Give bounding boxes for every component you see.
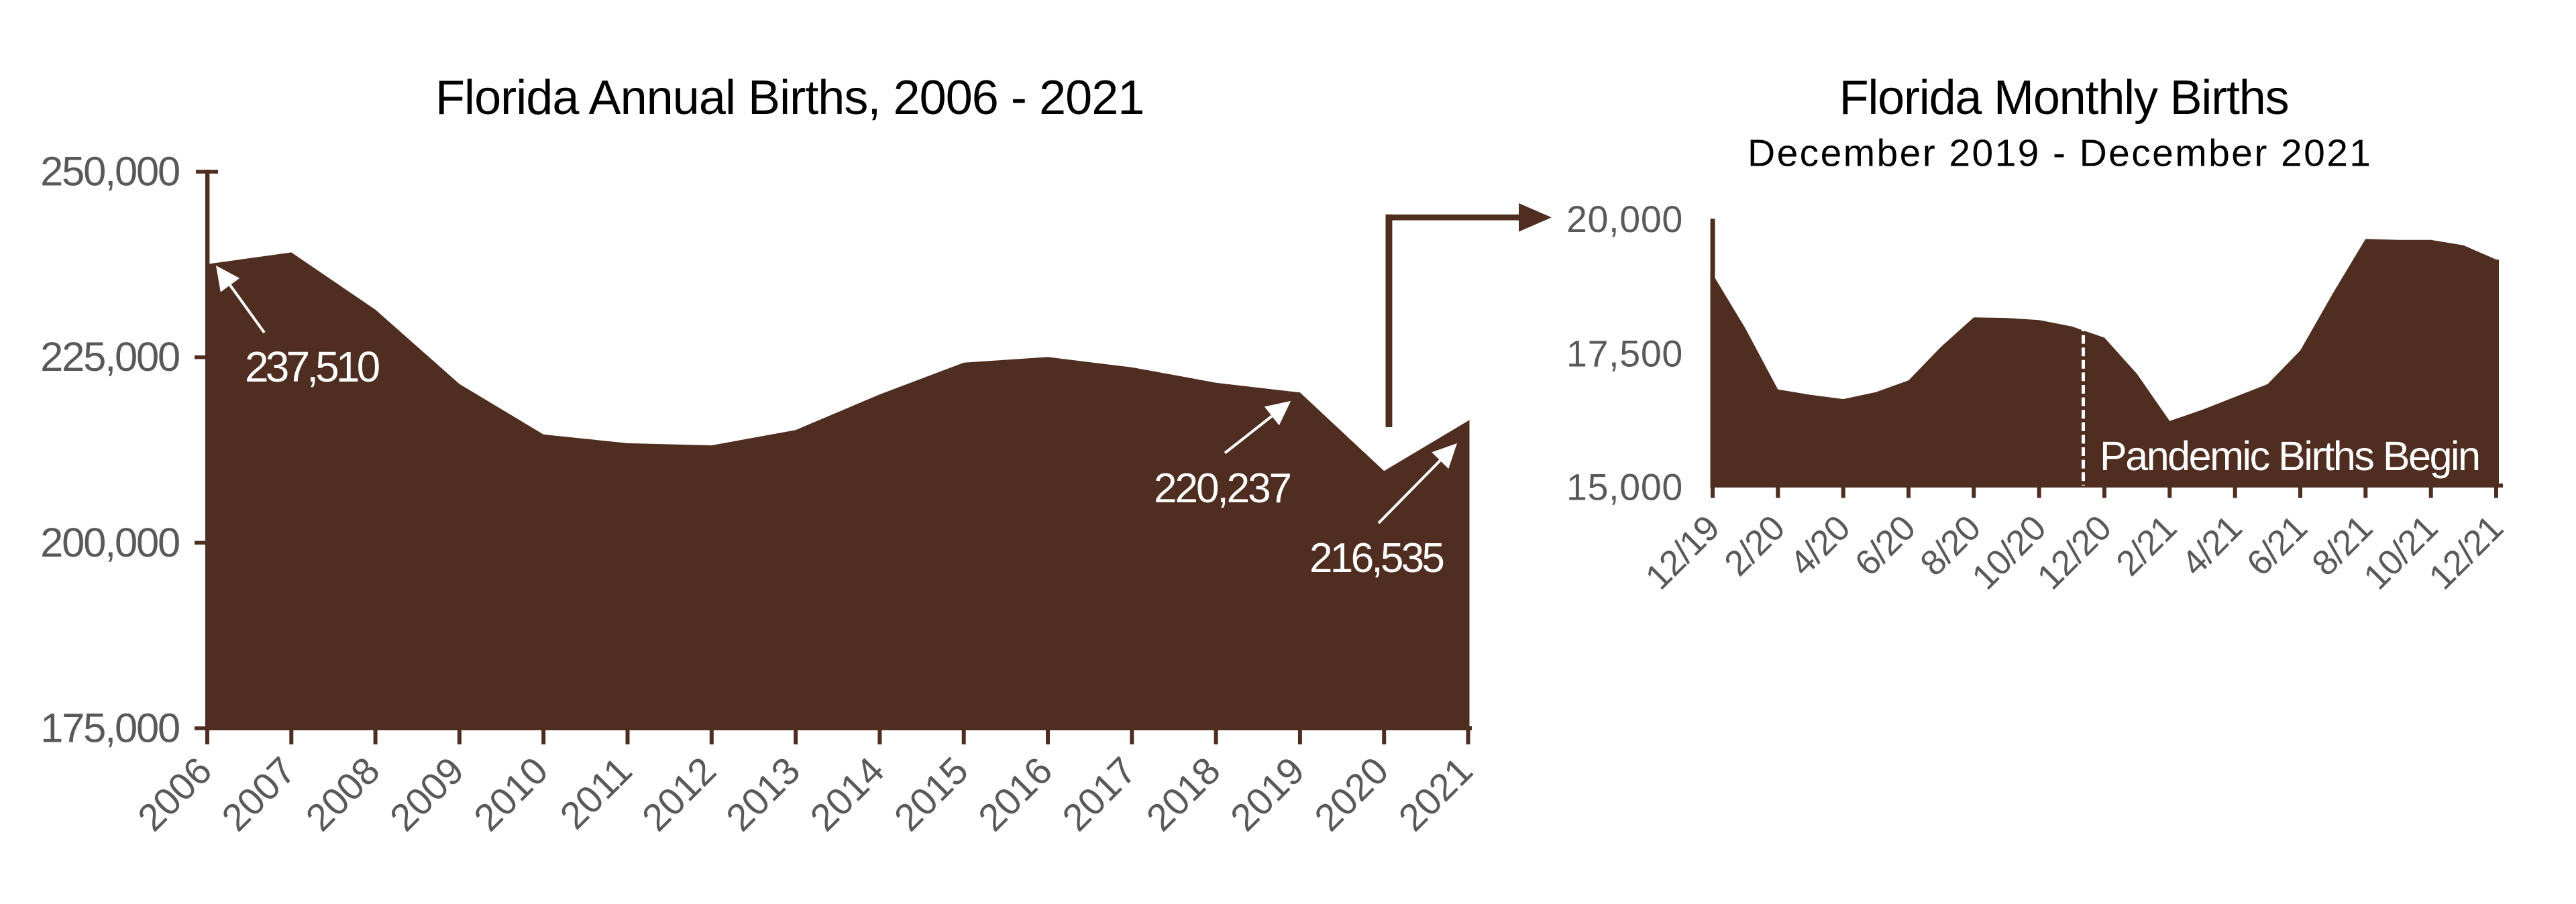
svg-text:15,000: 15,000 — [1566, 467, 1683, 508]
svg-text:17,500: 17,500 — [1566, 333, 1683, 375]
svg-text:20,000: 20,000 — [1566, 199, 1683, 240]
svg-text:175,000: 175,000 — [40, 705, 179, 752]
svg-text:2/20: 2/20 — [1717, 508, 1792, 583]
svg-text:2019: 2019 — [1222, 749, 1313, 840]
svg-text:2012: 2012 — [634, 749, 724, 840]
svg-text:2015: 2015 — [886, 749, 977, 840]
svg-text:200,000: 200,000 — [40, 520, 179, 566]
svg-text:2017: 2017 — [1055, 749, 1145, 840]
svg-text:December 2019 - December 2021: December 2019 - December 2021 — [1748, 131, 2372, 174]
svg-text:12/19: 12/19 — [1638, 508, 1727, 598]
svg-text:2014: 2014 — [802, 749, 893, 840]
svg-text:237,510: 237,510 — [245, 343, 380, 391]
svg-text:2013: 2013 — [718, 749, 808, 840]
svg-text:2006: 2006 — [129, 749, 220, 840]
svg-text:250,000: 250,000 — [40, 149, 179, 195]
svg-text:2008: 2008 — [298, 749, 388, 840]
svg-text:10/20: 10/20 — [1965, 508, 2054, 598]
svg-text:Florida Annual Births, 2006 -: Florida Annual Births, 2006 - 2021 — [435, 71, 1144, 125]
svg-text:12/20: 12/20 — [2030, 508, 2119, 598]
svg-text:10/21: 10/21 — [2357, 508, 2446, 598]
svg-text:2020: 2020 — [1306, 749, 1397, 840]
svg-text:2018: 2018 — [1138, 749, 1229, 840]
svg-text:2016: 2016 — [970, 749, 1061, 840]
svg-text:4/20: 4/20 — [1782, 508, 1858, 583]
svg-text:2011: 2011 — [552, 749, 641, 838]
svg-text:2010: 2010 — [466, 749, 556, 840]
svg-text:12/21: 12/21 — [2422, 508, 2511, 598]
svg-text:6/20: 6/20 — [1847, 508, 1923, 583]
svg-text:2021: 2021 — [1391, 749, 1481, 840]
svg-text:216,535: 216,535 — [1309, 535, 1443, 581]
svg-text:Pandemic Births Begin: Pandemic Births Begin — [2100, 433, 2479, 479]
svg-text:225,000: 225,000 — [40, 334, 179, 380]
svg-text:6/21: 6/21 — [2239, 508, 2314, 583]
svg-text:2007: 2007 — [214, 749, 305, 840]
svg-text:4/21: 4/21 — [2174, 508, 2249, 583]
svg-text:2009: 2009 — [382, 749, 472, 840]
svg-text:220,237: 220,237 — [1154, 465, 1291, 512]
svg-text:Florida Monthly Births: Florida Monthly Births — [1839, 71, 2289, 125]
svg-text:2/21: 2/21 — [2108, 508, 2184, 583]
